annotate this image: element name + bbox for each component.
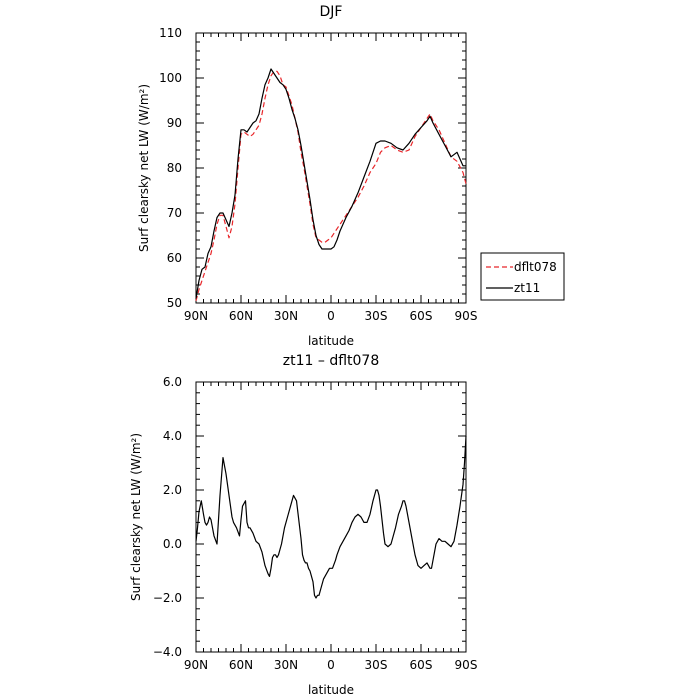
bottom-x-tick-label: 90N [184,658,208,672]
top-y-tick-label: 70 [167,206,182,220]
top-x-tick-label: 0 [327,309,335,323]
bottom-y-tick-label: 0.0 [163,537,182,551]
top-x-tick-label: 90N [184,309,208,323]
bottom-chart: zt11 – dflt078 90N 60N 30N 0 30S 60S 90S −4.0 −2… [129,353,477,697]
top-plot-frame [195,32,467,304]
bottom-y-tick-label: −2.0 [153,591,182,605]
top-x-tick-label: 60N [229,309,253,323]
top-y-axis-label: Surf clearsky net LW (W/m²) [137,84,151,252]
top-chart: DJF 90N 60N 30N 0 30S 60S 90S5060708090100110 … [137,4,565,348]
top-x-tick-label: 60S [410,309,433,323]
bottom-x-axis-label: latitude [308,683,354,697]
bottom-plot-border [195,381,467,653]
bottom-series-line-series-0 [195,435,467,599]
top-y-tick-label: 110 [159,26,182,40]
bottom-x-tick-label: 0 [327,658,335,672]
bottom-ticks: 90N 60N 30N 0 30S 60S 90S −4.0 −2.0 0.0 2.0 4.0 6.0 [153,375,478,672]
top-y-tick-label: 50 [167,296,182,310]
bottom-x-tick-label: 30S [365,658,388,672]
bottom-y-tick-label: −4.0 [153,645,182,659]
bottom-x-tick-label: 30N [274,658,298,672]
bottom-x-tick-label: 60S [410,658,433,672]
top-chart-title: DJF [320,4,343,20]
top-x-tick-label: 30N [274,309,298,323]
top-y-tick-label: 80 [167,161,182,175]
bottom-series [195,435,467,599]
bottom-y-tick-label: 4.0 [163,429,182,443]
legend-box [480,252,565,301]
bottom-y-tick-label: 2.0 [163,483,182,497]
legend-label-dflt078: dflt078 [514,260,557,274]
legend: dflt078 zt11 [480,252,565,301]
top-x-tick-label: 30S [365,309,388,323]
bottom-x-tick-label: 90S [455,658,478,672]
top-series-line-zt11 [195,68,466,299]
top-ticks: 90N 60N 30N 0 30S 60S 90S 50 60 70 80 90 100 110 [159,26,477,323]
bottom-y-axis-label: Surf clearsky net LW (W/m²) [129,433,143,601]
bottom-y-tick-label: 6.0 [163,375,182,389]
top-x-tick-label: 90S [455,309,478,323]
bottom-x-tick-label: 60N [229,658,253,672]
top-series [195,68,467,301]
top-x-axis-label: latitude [308,334,354,348]
top-y-tick-label: 90 [167,116,182,130]
top-series-line-dflt078 [195,70,467,301]
bottom-chart-title: zt11 – dflt078 [283,353,379,369]
top-y-tick-label: 60 [167,251,182,265]
top-plot-border [195,32,467,304]
legend-label-zt11: zt11 [514,281,540,295]
top-y-tick-label: 100 [159,71,182,85]
